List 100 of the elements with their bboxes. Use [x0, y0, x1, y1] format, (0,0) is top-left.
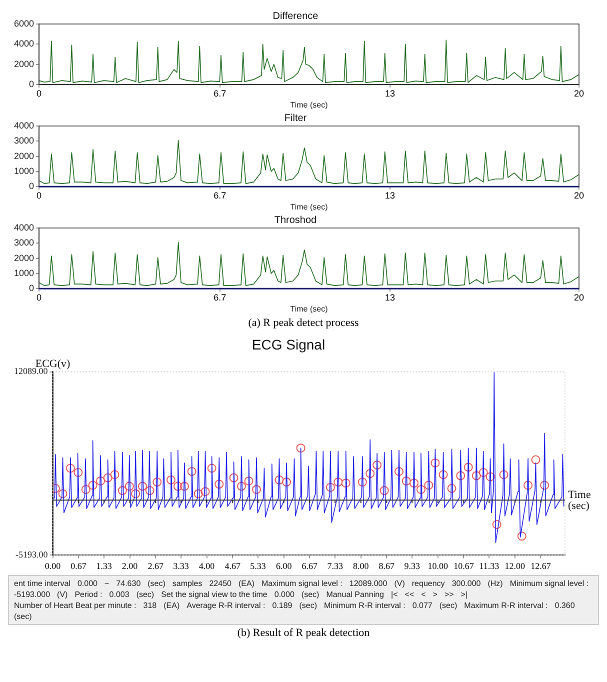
text: <<: [404, 590, 414, 599]
text: 0.077: [412, 601, 432, 610]
x-tick-label: 20: [574, 190, 584, 200]
point: [456, 471, 466, 480]
x-tick-label: 7.33: [327, 560, 344, 571]
x-tick-label: 6.67: [302, 560, 318, 571]
point: [138, 482, 147, 491]
point: [252, 484, 261, 494]
text: >: [432, 590, 438, 599]
text: (Hz): [488, 579, 503, 588]
point: [74, 468, 83, 477]
point: [372, 460, 382, 470]
y-tick-label: 1000: [14, 268, 34, 278]
text: |<: [391, 590, 398, 599]
point: [492, 520, 502, 529]
text: (sec): [299, 601, 318, 610]
x-tick-label: 12.67: [530, 560, 552, 571]
y-tick-label: 12089.00: [14, 366, 48, 376]
point: [58, 489, 68, 498]
point: [296, 444, 306, 453]
point: [438, 470, 448, 480]
text: 0.189: [272, 601, 292, 610]
point: [402, 476, 411, 486]
x-tick-label: 4.67: [224, 560, 241, 571]
x-tick-label: 6.7: [214, 292, 226, 302]
x-tick-label: 0: [36, 190, 42, 200]
point: [394, 466, 404, 476]
point: [236, 482, 246, 491]
point: [66, 464, 75, 473]
point: [81, 484, 90, 494]
point: [274, 475, 284, 484]
text: (sec): [148, 579, 166, 588]
text: Period :: [74, 590, 102, 599]
x-tick-label: 11.33: [479, 560, 500, 571]
text: Number of Heart Beat per minute :: [14, 601, 136, 610]
point: [424, 480, 434, 490]
text: >>: [444, 590, 454, 599]
x-tick-label: 10.00: [428, 560, 449, 571]
chart-title: Filter: [284, 112, 308, 124]
chart-title: Difference: [272, 10, 319, 22]
point: [96, 476, 106, 486]
text: (sec): [301, 590, 320, 599]
y-tick-label: 6000: [14, 18, 34, 28]
point: [282, 478, 292, 487]
x-tick-label: 6.7: [214, 190, 226, 200]
point: [103, 473, 112, 482]
x-tick-label: 1.33: [96, 560, 112, 571]
x-tick-label: 5.33: [250, 560, 266, 571]
y-tick-label: 3000: [14, 136, 34, 146]
x-tick-label: 13: [385, 292, 396, 302]
x-tick-label: 9.33: [404, 560, 420, 571]
x-tick-label: 8.00: [352, 560, 370, 571]
y-tick-label: 4000: [14, 38, 34, 49]
point: [214, 480, 224, 489]
text: -5193.000: [14, 590, 50, 599]
point: [200, 487, 210, 496]
point: [358, 478, 367, 487]
text: 74.630: [116, 579, 141, 588]
point: [166, 475, 176, 484]
text: 0.003: [109, 590, 130, 599]
x-tick-label: 20: [574, 88, 584, 98]
text: Average R-R interval :: [186, 601, 266, 610]
point: [88, 480, 98, 490]
x-tick-label: 12.00: [504, 560, 526, 571]
y-tick-label: 0: [29, 79, 34, 90]
point: [229, 473, 238, 482]
point: [540, 480, 550, 490]
point: [145, 486, 154, 496]
text: Minimum signal level :: [510, 579, 589, 588]
point: [478, 468, 488, 477]
text: 0.000: [274, 590, 294, 599]
point: [472, 471, 481, 480]
point: [187, 466, 196, 476]
y-tick-label: 2000: [14, 58, 34, 69]
point: [464, 462, 473, 472]
text: samples: [172, 579, 202, 588]
point: [173, 482, 182, 491]
text: 12089.000: [349, 579, 388, 588]
text: requency: [412, 579, 445, 588]
text: (V): [394, 579, 405, 588]
point: [430, 458, 440, 468]
text: <: [421, 590, 426, 599]
text: Maximum signal level :: [261, 579, 342, 588]
x-tick-label: 2.67: [148, 560, 164, 571]
x-tick-label: 0: [36, 88, 42, 98]
y-tick-label: 4000: [14, 120, 34, 130]
point: [124, 482, 134, 491]
y-tick-label: 0: [29, 283, 34, 294]
point: [244, 476, 254, 486]
x-axis-title: Time (sec): [568, 488, 591, 512]
text: (a) R peak detect process: [247, 317, 360, 329]
point: [341, 478, 350, 488]
x-tick-label: 6.00: [276, 560, 292, 571]
x-tick-label: 0: [36, 292, 42, 302]
text: (b) Result of R peak detection: [236, 627, 371, 639]
point: [499, 470, 508, 480]
point: [118, 486, 127, 496]
text: (sec): [439, 601, 458, 610]
text: 22450: [209, 579, 232, 588]
x-tick-label: 4.00: [198, 560, 216, 571]
